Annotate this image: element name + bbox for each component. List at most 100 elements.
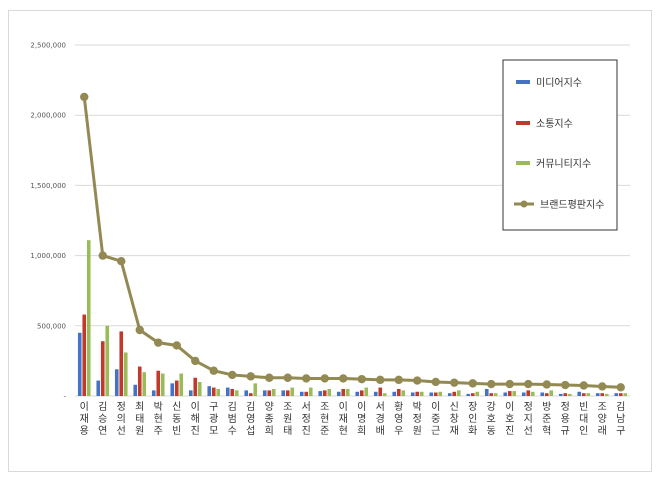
bar-communication (322, 390, 327, 396)
bar-communication (230, 388, 235, 396)
bar-community (456, 390, 461, 396)
bar-media (392, 391, 397, 396)
bar-media (595, 393, 600, 396)
legend-swatch-media (516, 80, 530, 84)
bar-communication (304, 391, 309, 396)
bar-media (77, 332, 82, 396)
bar-community (549, 390, 554, 396)
brand-index-point (246, 372, 255, 381)
bar-media (466, 393, 471, 396)
bar-communication (100, 341, 105, 396)
bar-media (133, 384, 138, 396)
bar-communication (285, 390, 290, 396)
bar-media (96, 380, 101, 396)
bar-communication (526, 390, 531, 396)
legend-label-brand: 브랜드평판지수 (540, 199, 604, 211)
gridlines (75, 44, 630, 397)
bar-media (262, 390, 267, 396)
bars (77, 240, 628, 396)
bar-communication (267, 390, 272, 396)
legend-label-communication: 소통지수 (536, 118, 573, 130)
brand-index-point (191, 356, 200, 366)
brand-index-point (320, 374, 329, 383)
bar-media (558, 393, 563, 396)
bar-communication (211, 387, 216, 396)
bar-community (160, 373, 165, 396)
bar-communication (415, 391, 420, 396)
bar-community (604, 393, 609, 396)
bar-media (114, 369, 119, 396)
brand-index-point (413, 376, 422, 385)
brand-index-point (598, 382, 607, 391)
bar-community (530, 391, 535, 396)
bar-media (188, 390, 193, 396)
bar-media (336, 391, 341, 396)
bar-communication (470, 393, 475, 396)
brand-index-point (468, 379, 477, 388)
legend: 미디어지수 소통지수 커뮤니티지수 브랜드평판지수 (502, 59, 618, 231)
bar-media (225, 387, 230, 396)
bar-communication (119, 331, 124, 396)
legend-swatch-community (516, 161, 530, 165)
bar-community (419, 391, 424, 396)
brand-index-point (394, 375, 403, 385)
bar-communication (600, 393, 605, 396)
bar-media (410, 392, 415, 396)
legend-label-media: 미디어지수 (536, 77, 582, 89)
bar-community (86, 240, 91, 396)
bar-community (438, 391, 443, 396)
bar-communication (248, 393, 253, 396)
bar-community (401, 390, 406, 396)
bar-media (540, 392, 545, 396)
brand-index-point (357, 374, 366, 384)
bar-communication (581, 393, 586, 396)
bar-media (244, 390, 249, 396)
bar-community (345, 388, 350, 396)
bar-communication (359, 390, 364, 396)
bar-media (373, 391, 378, 396)
bar-communication (489, 393, 494, 396)
brand-index-point (505, 379, 514, 389)
bar-community (105, 325, 110, 396)
bar-community (586, 393, 591, 396)
bar-community (512, 391, 517, 396)
y-tick-label: 1,000,000 (30, 252, 66, 260)
bar-community (179, 373, 184, 396)
bar-community (234, 390, 239, 396)
bar-communication (618, 393, 623, 396)
bar-community (216, 388, 221, 396)
y-axis-ticks: - 500,000 1,000,000 1,500,000 2,000,000 2,500… (30, 42, 66, 401)
bar-media (299, 391, 304, 396)
y-tick-label: 2,000,000 (30, 112, 66, 120)
brand-index-point (117, 257, 126, 266)
legend-swatch-brand-marker (520, 200, 528, 208)
bar-community (623, 393, 628, 396)
bar-media (281, 390, 286, 396)
brand-index-point (431, 377, 440, 387)
brand-index-point (228, 370, 237, 380)
brand-index-point (339, 374, 348, 383)
bar-community (327, 388, 332, 396)
brand-index-point (616, 383, 625, 392)
